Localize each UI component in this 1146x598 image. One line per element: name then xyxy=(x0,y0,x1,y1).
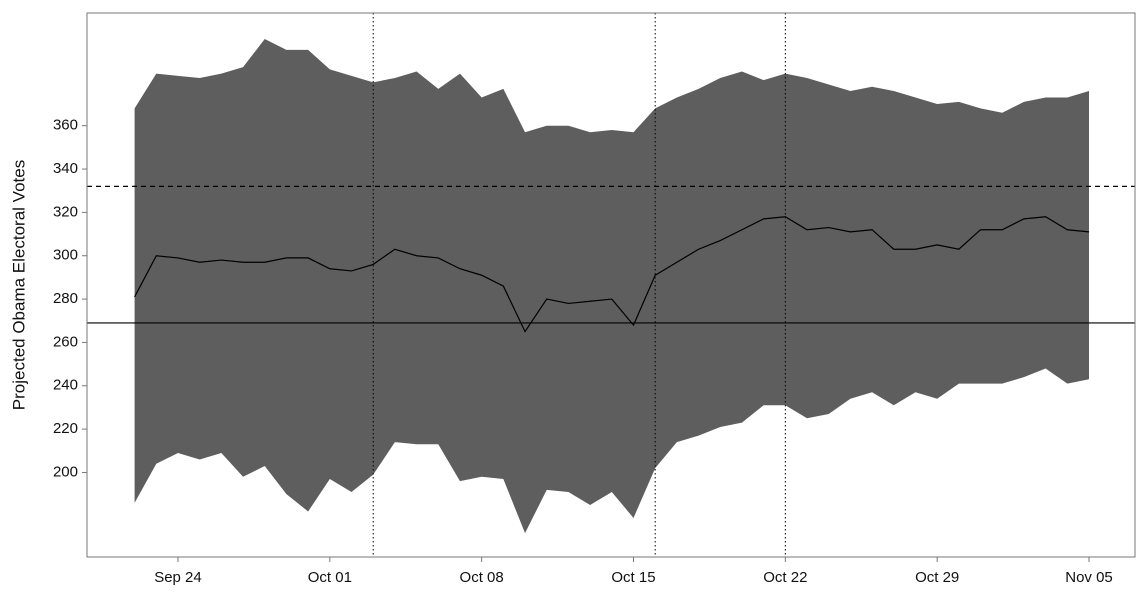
x-tick-label: Oct 08 xyxy=(460,569,504,586)
y-tick-label: 220 xyxy=(53,420,78,437)
y-tick-label: 280 xyxy=(53,290,78,307)
x-tick-label: Oct 22 xyxy=(763,569,807,586)
y-tick-label: 200 xyxy=(53,463,78,480)
y-tick-label: 360 xyxy=(53,117,78,134)
y-tick-label: 320 xyxy=(53,203,78,220)
y-tick-label: 240 xyxy=(53,377,78,394)
interval-band xyxy=(134,39,1090,534)
x-tick-label: Sep 24 xyxy=(154,569,202,586)
y-axis-label: Projected Obama Electoral Votes xyxy=(9,160,28,410)
y-tick-label: 340 xyxy=(53,160,78,177)
x-tick-label: Oct 15 xyxy=(611,569,655,586)
y-tick-label: 260 xyxy=(53,333,78,350)
plot-frame xyxy=(86,12,1136,558)
y-tick-label: 300 xyxy=(53,247,78,264)
x-tick-label: Nov 05 xyxy=(1065,569,1113,586)
median-line xyxy=(134,216,1090,333)
x-tick-label: Oct 01 xyxy=(308,569,352,586)
x-tick-label: Oct 29 xyxy=(915,569,959,586)
